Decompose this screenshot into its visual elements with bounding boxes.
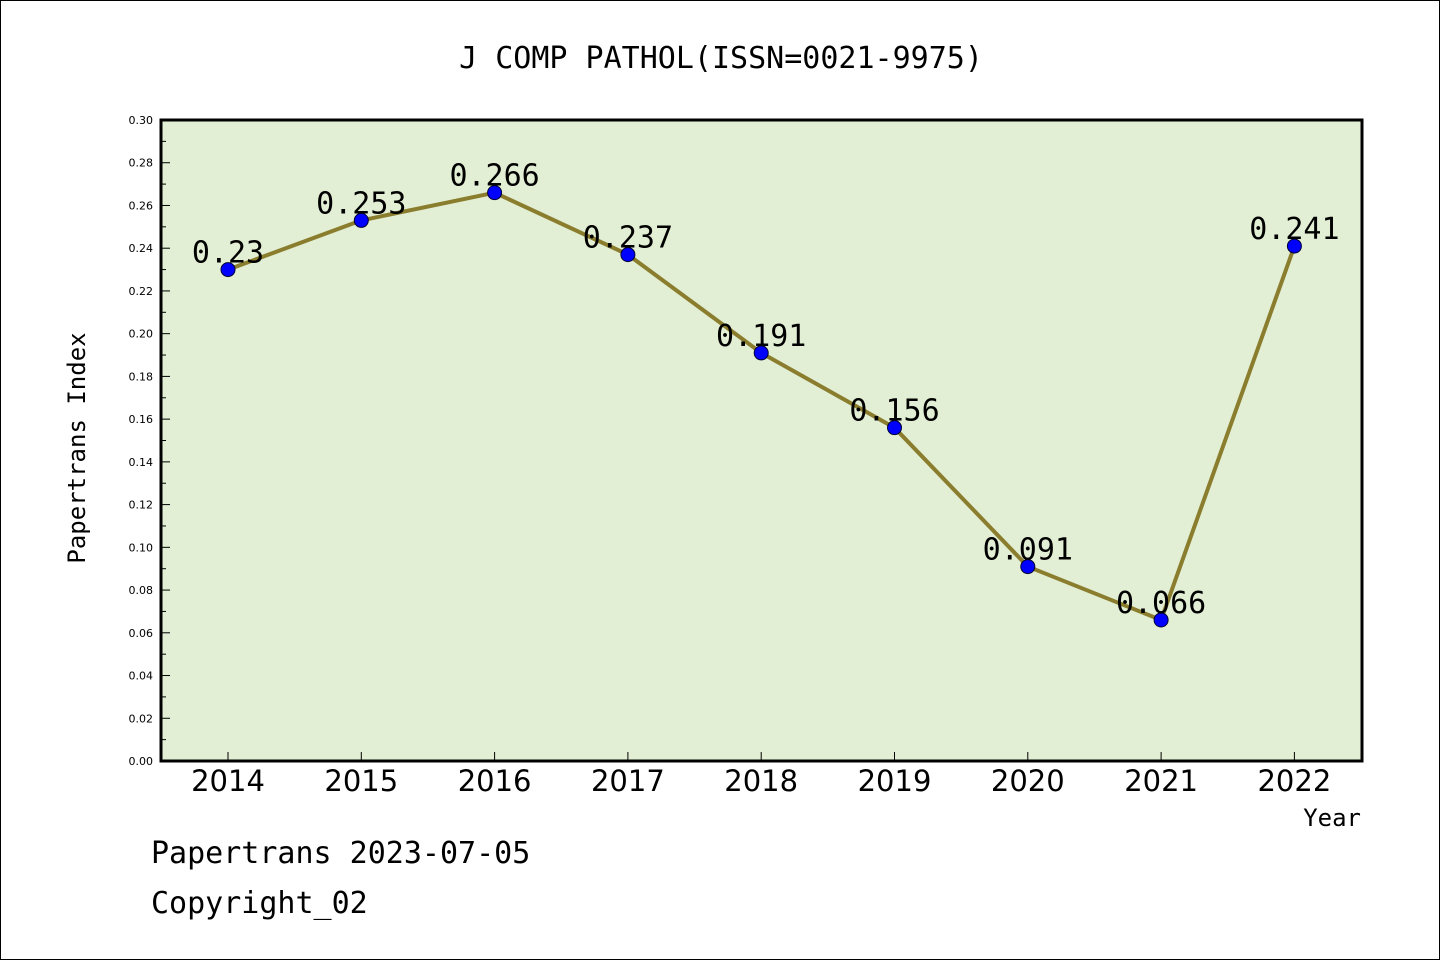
x-tick-label: 2018 [724, 764, 798, 798]
data-labels-group: 0.23 0.253 0.266 0.237 0.191 0.156 0.091 0.066 0… [192, 159, 1340, 621]
series-line-group [220, 185, 1302, 628]
chart-title: J COMP PATHOL(ISSN=0021-9975) [459, 41, 983, 76]
x-tick-label: 2017 [591, 764, 665, 798]
data-label: 0.23 [192, 236, 264, 271]
data-label: 0.066 [1116, 586, 1206, 621]
y-tick-label: 0.06 [129, 627, 154, 640]
y-tick-label: 0.00 [129, 755, 154, 768]
data-point-marker [753, 345, 769, 361]
data-point-marker [220, 262, 236, 278]
y-tick-label: 0.24 [129, 242, 154, 255]
y-tick-label: 0.28 [129, 157, 154, 170]
data-label: 0.091 [983, 533, 1073, 568]
x-tick-label: 2016 [458, 764, 532, 798]
y-tick-label: 0.26 [129, 199, 154, 212]
data-point-marker [1020, 559, 1036, 575]
data-label: 0.241 [1249, 212, 1339, 247]
y-tick-label: 0.02 [129, 712, 154, 725]
y-tick-label: 0.08 [129, 584, 154, 597]
y-tick-label: 0.30 [129, 114, 154, 127]
x-axis-title: Year [1303, 804, 1361, 832]
y-axis: 0.00 0.02 0.04 0.06 0.08 0.10 0.12 0.14 0.16 0.18… [129, 114, 170, 768]
y-tick-label: 0.18 [129, 370, 154, 383]
y-axis-title: Papertrans Index [63, 332, 91, 563]
y-tick-label: 0.04 [129, 670, 154, 683]
data-point-marker [1286, 238, 1302, 254]
data-label: 0.191 [716, 319, 806, 354]
data-label: 0.237 [583, 221, 673, 256]
x-tick-label: 2020 [991, 764, 1065, 798]
data-point-marker [1153, 612, 1169, 628]
data-point-marker [353, 212, 369, 228]
y-tick-label: 0.22 [129, 285, 154, 298]
x-tick-label: 2015 [324, 764, 398, 798]
y-tick-label: 0.16 [129, 413, 154, 426]
y-tick-label: 0.12 [129, 499, 154, 512]
data-point-marker [487, 185, 503, 201]
data-label: 0.156 [849, 394, 939, 429]
data-point-marker [887, 420, 902, 436]
footer-copyright: Copyright_02 [151, 886, 368, 921]
footer-date: Papertrans 2023-07-05 [151, 836, 531, 871]
data-label: 0.266 [449, 159, 539, 194]
x-tick-label: 2014 [191, 764, 265, 798]
x-tick-label: 2019 [858, 764, 932, 798]
y-tick-label: 0.20 [129, 328, 154, 341]
data-label: 0.253 [316, 186, 406, 221]
x-tick-label: 2022 [1257, 764, 1331, 798]
x-tick-label: 2021 [1124, 764, 1198, 798]
x-axis: 2014 2015 2016 2017 2018 2019 2020 2021 2022 [191, 752, 1331, 798]
data-point-marker [620, 247, 636, 263]
y-tick-label: 0.10 [129, 541, 154, 554]
y-tick-label: 0.14 [129, 456, 154, 469]
